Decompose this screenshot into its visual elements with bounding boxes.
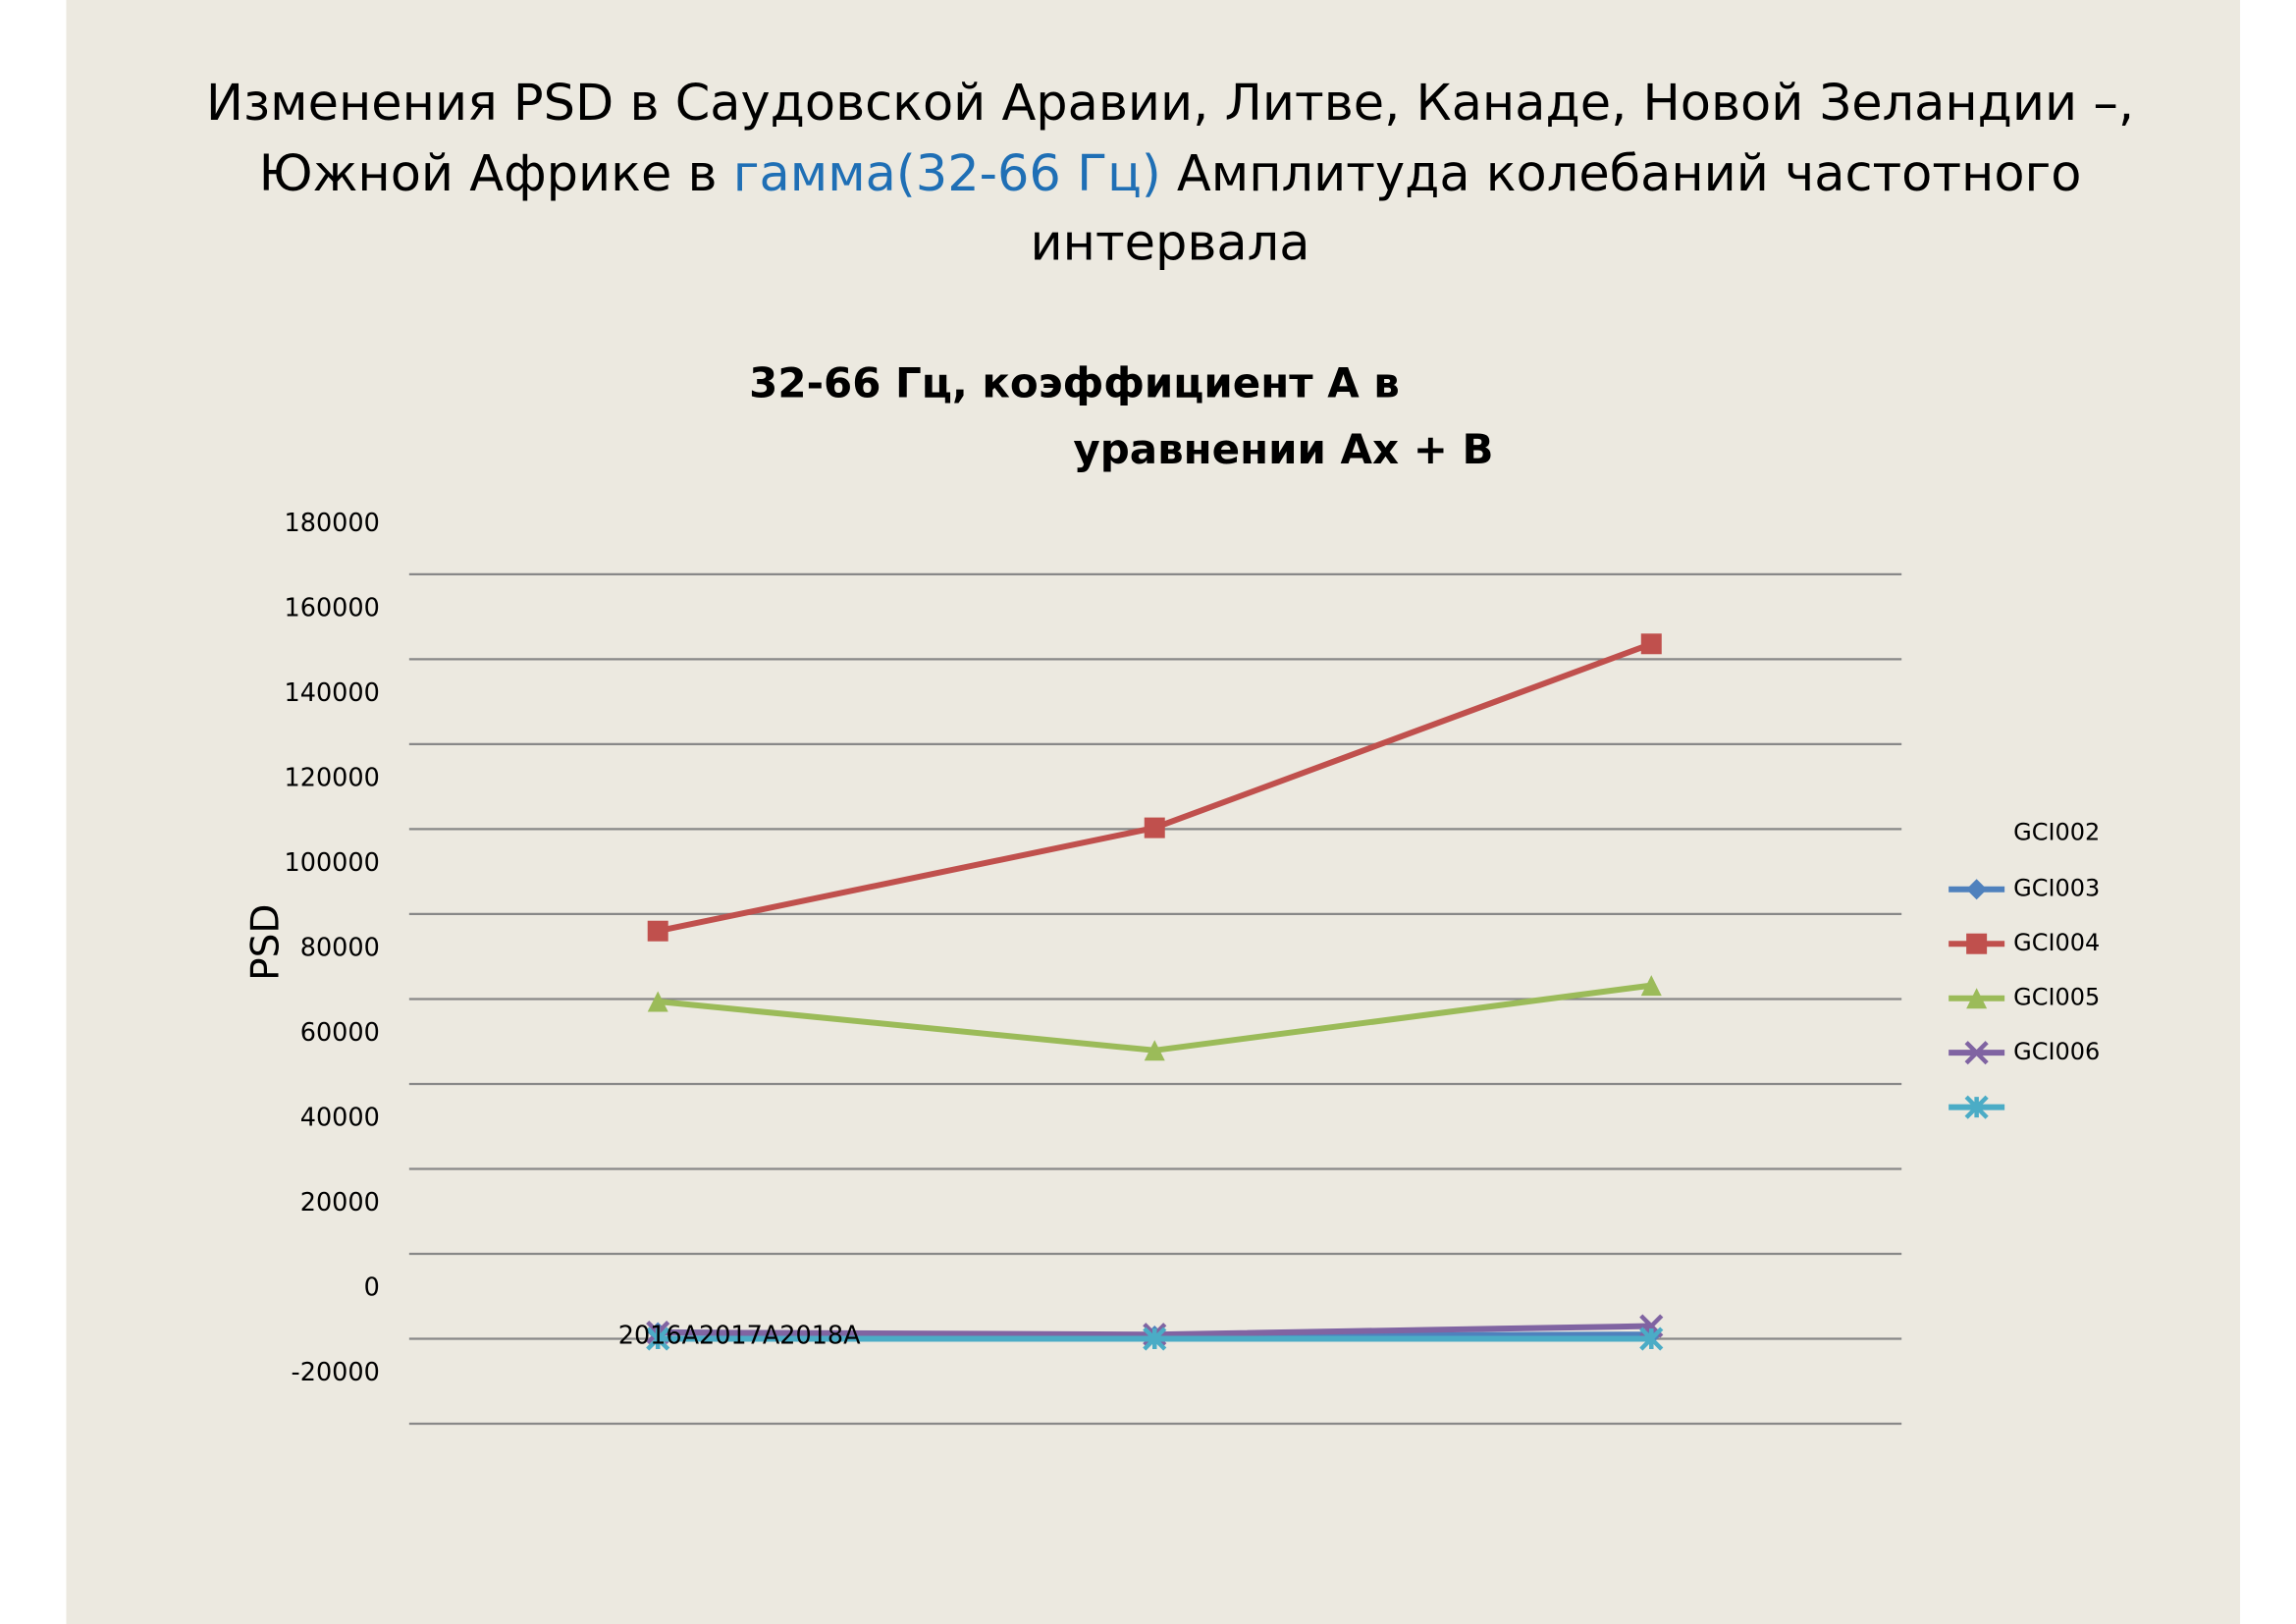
legend-marker <box>1966 933 1988 954</box>
data-point <box>1639 1326 1664 1351</box>
legend-marker <box>1966 879 1988 900</box>
slide-title-line: Изменения PSD в Саудовской Аравии, Литве… <box>206 75 2134 133</box>
legend-marker <box>1964 1095 1989 1119</box>
title-part: Амплитуда колебаний частотного <box>1161 145 2082 203</box>
data-point <box>1144 1040 1165 1061</box>
chart-title: уравнении Ах + В <box>1073 425 1493 473</box>
slide-title-line: интервала <box>1031 214 1310 272</box>
slide-title-line: Южной Африке в гамма(32-66 Гц) Амплитуда… <box>258 145 2081 203</box>
y-axis-label: PSD <box>243 904 288 981</box>
data-point <box>647 920 668 942</box>
y-tick-label: 140000 <box>285 678 380 708</box>
data-point <box>647 991 668 1012</box>
legend-title: GCI002 <box>2013 819 2100 846</box>
legend-marker <box>1966 988 1988 1009</box>
legend-label: GCI006 <box>2013 1038 2100 1065</box>
y-tick-label: 160000 <box>285 593 380 623</box>
chart-title: 32-66 Гц, коэффициент А в <box>749 358 1400 406</box>
legend-label: GCI003 <box>2013 875 2100 902</box>
data-point <box>1143 1326 1167 1351</box>
data-point <box>1640 975 1662 997</box>
title-highlight: гамма(32-66 Гц) <box>733 145 1161 203</box>
slide-background <box>66 0 2241 1624</box>
y-tick-label: -20000 <box>292 1358 380 1387</box>
title-part: Южной Африке в <box>258 145 732 203</box>
y-tick-label: 40000 <box>300 1104 380 1133</box>
y-tick-label: 20000 <box>300 1188 380 1218</box>
y-tick-label: 120000 <box>285 763 380 792</box>
data-point <box>1144 817 1165 839</box>
y-tick-label: 100000 <box>285 848 380 878</box>
x-tick-label: 2016A2017A2018A <box>618 1322 861 1351</box>
y-tick-label: 0 <box>364 1273 380 1303</box>
y-tick-label: 80000 <box>300 933 380 962</box>
data-point <box>1640 633 1662 655</box>
legend-label: GCI004 <box>2013 929 2100 956</box>
y-tick-label: 60000 <box>300 1018 380 1048</box>
legend-marker <box>1964 1041 1989 1065</box>
data-point <box>646 1326 670 1351</box>
legend-label: GCI005 <box>2013 984 2100 1011</box>
y-tick-label: 180000 <box>285 509 380 538</box>
